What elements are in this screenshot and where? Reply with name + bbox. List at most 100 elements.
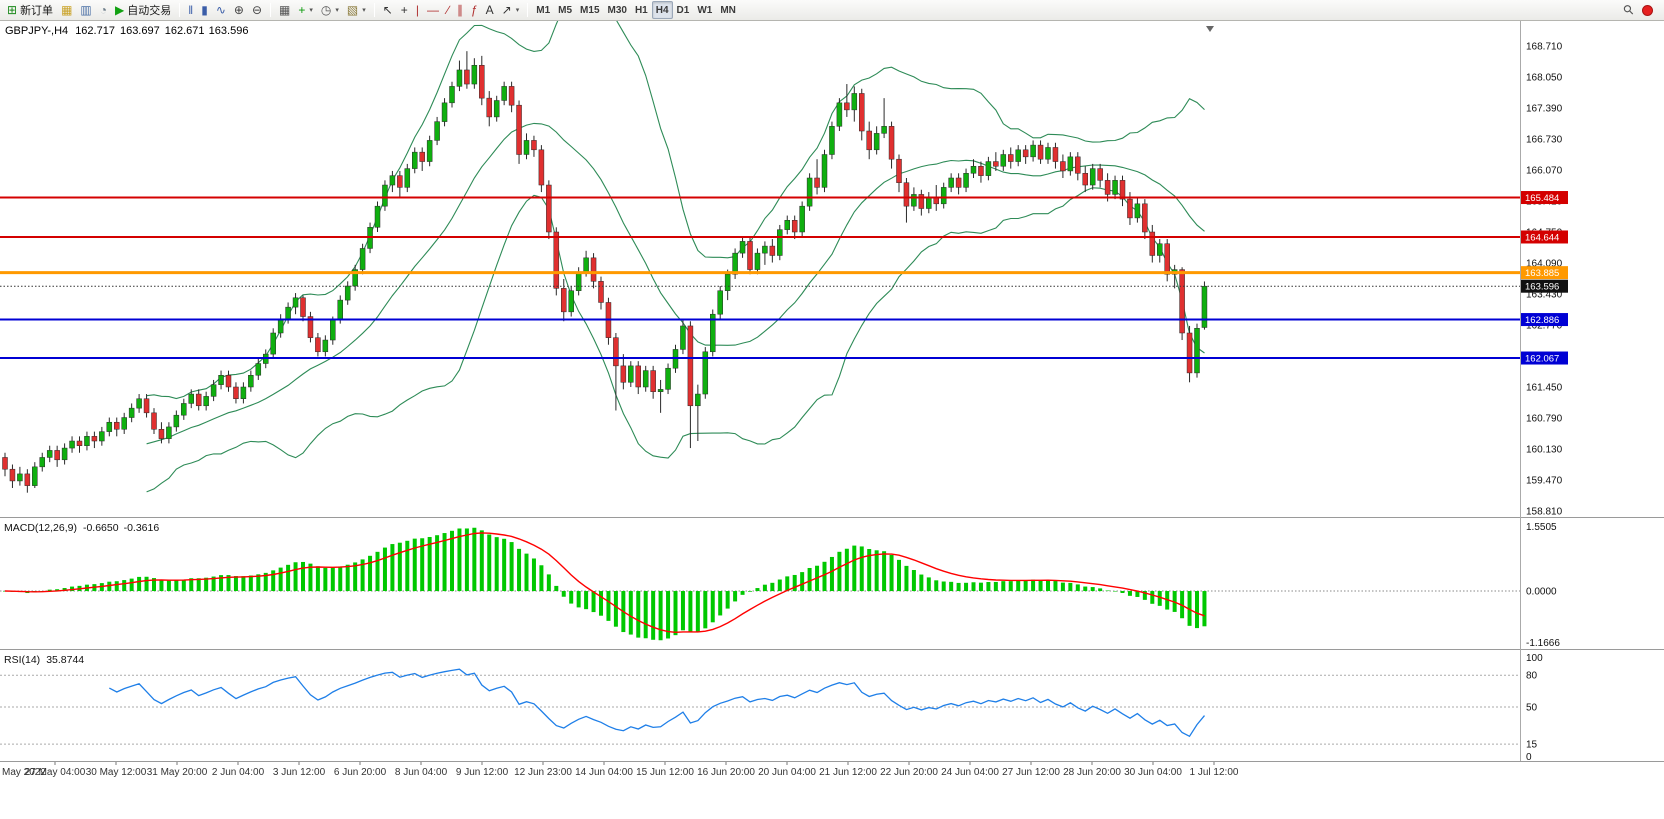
tf-button-d1-label: D1 xyxy=(676,4,690,16)
indicators-button[interactable]: + ▾ xyxy=(294,1,317,19)
bollinger-bands xyxy=(146,21,1205,493)
macd-signal-line xyxy=(4,532,1205,634)
symbol-ohlc-label: GBPJPY-,H4 162.717 163.697 162.671 163.596 xyxy=(5,25,248,37)
bollinger-lower-band xyxy=(146,187,1205,493)
svg-text:30 May 12:00: 30 May 12:00 xyxy=(86,767,147,778)
line-chart-button[interactable]: ∿ xyxy=(212,1,230,19)
crosshair-button[interactable]: + xyxy=(397,1,412,19)
bollinger-upper-band xyxy=(146,21,1205,400)
cursor-button[interactable]: ↖ xyxy=(379,1,397,19)
tile-windows-button[interactable]: ▦ xyxy=(275,1,294,19)
cursor-button-icon: ↖ xyxy=(382,3,393,17)
tf-button-m15[interactable]: M15 xyxy=(576,1,603,19)
channel-button[interactable]: ∥ xyxy=(453,1,467,19)
rsi-panel: 100 80 50 150 xyxy=(0,653,1543,763)
svg-text:0: 0 xyxy=(1526,752,1532,763)
candlestick-chart-button[interactable]: ▮ xyxy=(197,1,212,19)
chart-canvas[interactable]: 168.710 168.050 167.390 166.730 166.070 165.4… xyxy=(0,21,1664,819)
market-watch-button-icon: ▥ xyxy=(80,3,92,17)
periods-button[interactable]: ◷ ▾ xyxy=(317,1,343,19)
svg-text:24 Jun 04:00: 24 Jun 04:00 xyxy=(941,767,999,778)
svg-text:2 Jun 04:00: 2 Jun 04:00 xyxy=(212,767,265,778)
horizontal-line-button-icon: — xyxy=(426,3,439,17)
arrows-button[interactable]: ↗ ▾ xyxy=(498,1,524,19)
svg-text:160.790: 160.790 xyxy=(1526,414,1563,425)
chart-area[interactable]: 168.710 168.050 167.390 166.730 166.070 165.4… xyxy=(0,21,1664,819)
svg-text:21 Jun 12:00: 21 Jun 12:00 xyxy=(819,767,877,778)
price-axis[interactable]: 168.710 168.050 167.390 166.730 166.070 165.4… xyxy=(1521,42,1568,518)
svg-text:162.067: 162.067 xyxy=(1525,354,1559,365)
bar-chart-button[interactable]: ‖ xyxy=(184,1,197,19)
new-chart-button[interactable]: ▦ xyxy=(57,1,76,19)
svg-text:1 Jul 12:00: 1 Jul 12:00 xyxy=(1190,767,1239,778)
autotrading-button-icon: ▶ xyxy=(115,3,125,17)
tf-button-mn[interactable]: MN xyxy=(716,1,740,19)
svg-text:158.810: 158.810 xyxy=(1526,507,1563,518)
chevron-down-icon: ▾ xyxy=(309,7,313,14)
svg-text:20 Jun 04:00: 20 Jun 04:00 xyxy=(758,767,816,778)
new-order-button-label: 新订单 xyxy=(20,5,54,17)
horizontal-level-lines[interactable] xyxy=(0,196,1520,360)
svg-text:159.470: 159.470 xyxy=(1526,476,1563,487)
svg-text:165.484: 165.484 xyxy=(1525,193,1559,204)
tf-button-m1[interactable]: M1 xyxy=(532,1,554,19)
svg-text:3 Jun 12:00: 3 Jun 12:00 xyxy=(273,767,326,778)
templates-button[interactable]: ▧ ▾ xyxy=(343,1,370,19)
panel-separators xyxy=(0,21,1664,762)
search-icon[interactable]: ⚲ xyxy=(1620,0,1638,19)
new-order-button[interactable]: ⊞ 新订单 xyxy=(3,1,57,19)
toolbar-right-cluster: ⚲ xyxy=(1620,1,1661,18)
notification-badge[interactable] xyxy=(1642,4,1653,16)
zoom-in-button[interactable]: ⊕ xyxy=(230,1,248,19)
svg-text:22 Jun 20:00: 22 Jun 20:00 xyxy=(880,767,938,778)
tf-button-m30[interactable]: M30 xyxy=(604,1,631,19)
svg-text:8 Jun 04:00: 8 Jun 04:00 xyxy=(395,767,448,778)
vertical-line-button-icon: | xyxy=(415,3,419,17)
trendline-button[interactable]: ∕ xyxy=(443,1,453,19)
price-tag-162.067 xyxy=(1521,351,1568,365)
svg-text:80: 80 xyxy=(1526,671,1538,682)
tf-button-m5[interactable]: M5 xyxy=(554,1,576,19)
rsi-line xyxy=(109,668,1205,738)
tf-button-d1[interactable]: D1 xyxy=(673,1,694,19)
zoom-in-button-icon: ⊕ xyxy=(233,3,244,17)
svg-text:6 Jun 20:00: 6 Jun 20:00 xyxy=(334,767,387,778)
svg-text:167.390: 167.390 xyxy=(1526,104,1563,115)
text-button[interactable]: A xyxy=(482,1,498,19)
macd-label: MACD(12,26,9) -0.6650 -0.3616 xyxy=(4,522,159,534)
svg-text:168.050: 168.050 xyxy=(1526,73,1563,84)
svg-text:31 May 20:00: 31 May 20:00 xyxy=(147,767,208,778)
tf-button-w1[interactable]: W1 xyxy=(693,1,716,19)
line-chart-button-icon: ∿ xyxy=(215,3,226,17)
svg-text:May 2022: May 2022 xyxy=(2,767,46,778)
new-chart-button-icon: ▦ xyxy=(61,3,73,17)
tf-button-h4[interactable]: H4 xyxy=(651,1,673,19)
horizontal-line-button[interactable]: — xyxy=(423,1,443,19)
svg-text:162.886: 162.886 xyxy=(1525,315,1559,326)
macd-histogram xyxy=(3,527,1207,641)
svg-text:166.070: 166.070 xyxy=(1526,166,1563,177)
crosshair-button-icon: + xyxy=(400,3,408,17)
tf-button-h1[interactable]: H1 xyxy=(631,1,652,19)
chevron-down-icon: ▾ xyxy=(362,7,366,14)
svg-text:14 Jun 04:00: 14 Jun 04:00 xyxy=(575,767,633,778)
autotrading-button[interactable]: ▶ 自动交易 xyxy=(111,1,175,19)
chevron-down-icon: ▾ xyxy=(515,7,520,14)
market-watch-button[interactable]: ▥ xyxy=(76,1,95,19)
strategy-tester-button[interactable]: ◔ xyxy=(96,1,111,19)
vertical-line-button[interactable]: | xyxy=(412,1,423,19)
fibonacci-button[interactable]: ƒ xyxy=(467,1,482,19)
zoom-out-button[interactable]: ⊖ xyxy=(248,1,266,19)
price-tag-165.484 xyxy=(1521,191,1568,205)
tile-windows-button-icon: ▦ xyxy=(279,3,291,17)
toolbar-divider xyxy=(270,3,271,17)
tf-button-m5-label: M5 xyxy=(558,4,573,16)
chevron-down-icon: ▾ xyxy=(335,7,339,14)
tf-button-m1-label: M1 xyxy=(536,4,551,16)
candlestick-chart-button-icon: ▮ xyxy=(201,3,208,17)
tf-button-h4-label: H4 xyxy=(655,4,669,16)
svg-text:164.090: 164.090 xyxy=(1526,259,1563,270)
autotrading-button-label: 自动交易 xyxy=(127,5,172,17)
